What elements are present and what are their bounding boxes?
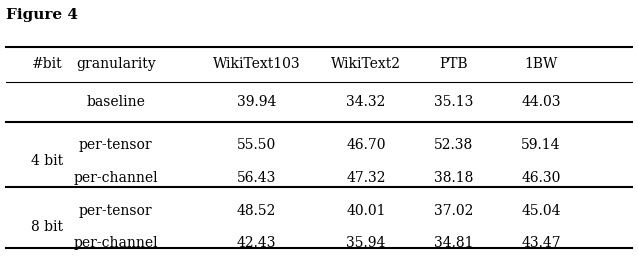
Text: 8 bit: 8 bit [31, 220, 63, 234]
Text: 34.81: 34.81 [434, 236, 473, 250]
Text: #bit: #bit [31, 57, 62, 71]
Text: 1BW: 1BW [524, 57, 558, 71]
Text: per-channel: per-channel [73, 171, 158, 185]
Text: WikiText103: WikiText103 [212, 57, 300, 71]
Text: per-channel: per-channel [73, 236, 158, 250]
Text: 42.43: 42.43 [237, 236, 276, 250]
Text: 43.47: 43.47 [521, 236, 561, 250]
Text: granularity: granularity [76, 57, 156, 71]
Text: per-tensor: per-tensor [79, 138, 152, 152]
Text: baseline: baseline [86, 95, 145, 109]
Text: 55.50: 55.50 [237, 138, 276, 152]
Text: 37.02: 37.02 [434, 204, 473, 218]
Text: 39.94: 39.94 [237, 95, 276, 109]
Text: 40.01: 40.01 [346, 204, 385, 218]
Text: 35.94: 35.94 [346, 236, 385, 250]
Text: 34.32: 34.32 [346, 95, 385, 109]
Text: 46.70: 46.70 [346, 138, 385, 152]
Text: 48.52: 48.52 [237, 204, 276, 218]
Text: 59.14: 59.14 [521, 138, 561, 152]
Text: WikiText2: WikiText2 [331, 57, 401, 71]
Text: Figure 4: Figure 4 [6, 8, 78, 22]
Text: per-tensor: per-tensor [79, 204, 152, 218]
Text: 52.38: 52.38 [434, 138, 473, 152]
Text: 38.18: 38.18 [434, 171, 473, 185]
Text: 56.43: 56.43 [237, 171, 276, 185]
Text: 4 bit: 4 bit [31, 154, 64, 168]
Text: 44.03: 44.03 [521, 95, 561, 109]
Text: PTB: PTB [439, 57, 468, 71]
Text: 46.30: 46.30 [521, 171, 561, 185]
Text: 45.04: 45.04 [521, 204, 561, 218]
Text: 35.13: 35.13 [434, 95, 473, 109]
Text: 47.32: 47.32 [346, 171, 385, 185]
